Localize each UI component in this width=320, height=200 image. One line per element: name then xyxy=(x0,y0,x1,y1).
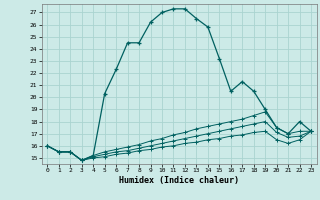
X-axis label: Humidex (Indice chaleur): Humidex (Indice chaleur) xyxy=(119,176,239,185)
